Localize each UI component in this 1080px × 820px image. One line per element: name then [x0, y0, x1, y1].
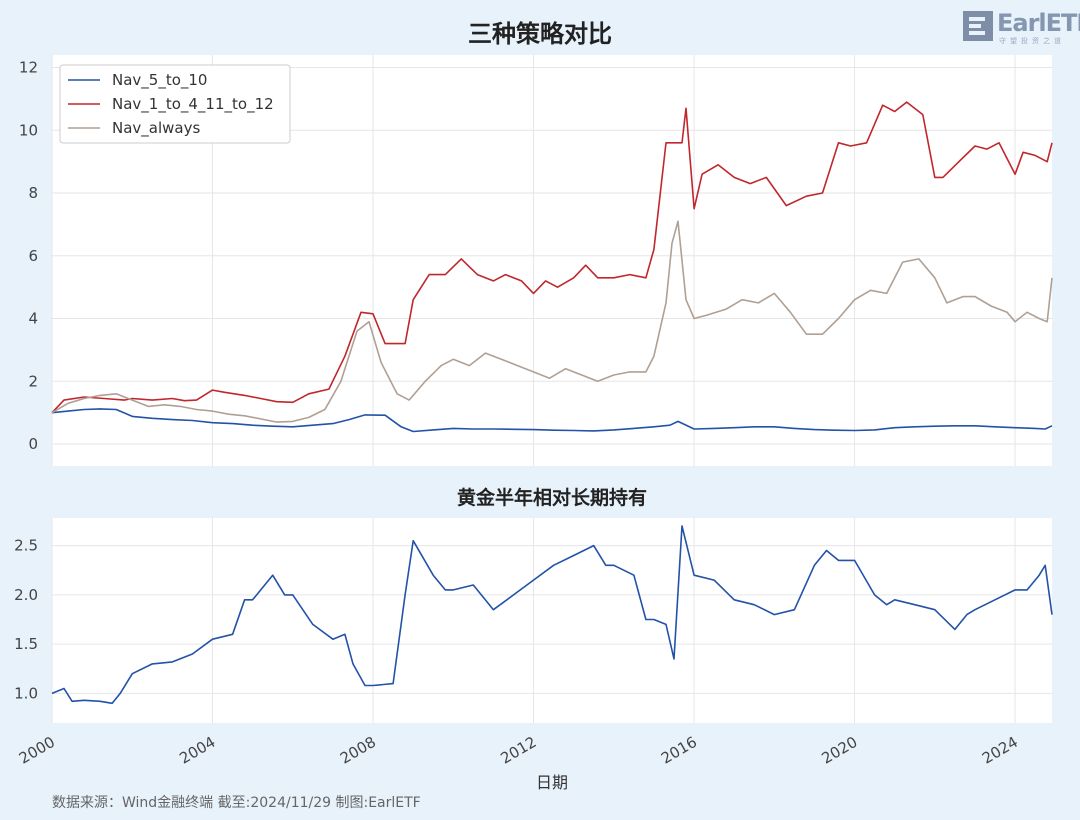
series-line-nav-5-to-10: [51, 408, 1053, 433]
x-tick-label: 2020: [818, 733, 860, 768]
legend-label: Nav_5_to_10: [112, 71, 207, 90]
y-tick-label: 8: [28, 184, 38, 202]
y-tick-label: 2.0: [14, 586, 38, 604]
y-tick-label: 4: [28, 310, 38, 328]
y-tick-label: 6: [28, 247, 38, 265]
logo-subtext: 守望投资之道: [999, 37, 1065, 45]
y-tick-label: 2: [28, 372, 38, 390]
y-tick-label: 1.5: [14, 635, 38, 653]
y-tick-label: 1.0: [14, 684, 38, 702]
plot-area: [52, 518, 1052, 723]
x-tick-label: 2000: [16, 733, 58, 768]
logo-mark-icon: [963, 11, 993, 41]
x-tick-label: 2012: [497, 733, 539, 768]
x-tick-label: 2016: [658, 733, 700, 768]
series-line-nav-always: [51, 220, 1053, 423]
series-line-nav-1-to-4-11-to-12: [51, 101, 1053, 414]
y-tick-label: 0: [28, 435, 38, 453]
chart-title: 三种策略对比: [468, 20, 612, 48]
legend: Nav_5_to_10 Nav_1_to_4_11_to_12 Nav_always: [59, 64, 291, 144]
series-line-gold-ratio: [51, 525, 1053, 705]
logo-text: EarlETF: [997, 9, 1080, 37]
legend-label: Nav_always: [112, 119, 200, 138]
earletf-logo: EarlETF 守望投资之道: [963, 9, 1080, 45]
y-tick-label: 10: [19, 121, 38, 139]
legend-box: [59, 64, 291, 144]
data-source-note: 数据来源：Wind金融终端 截至:2024/11/29 制图:EarlETF: [52, 795, 421, 811]
plot-panel-1: 024681012Nav_5_to_10Nav_1_to_4_11_to_12N…: [19, 55, 1053, 466]
y-tick-label: 2.5: [14, 537, 38, 555]
panel-subtitle: 黄金半年相对长期持有: [457, 486, 647, 509]
y-tick-label: 12: [19, 59, 38, 77]
x-tick-label: 2008: [337, 733, 379, 768]
legend-label: Nav_1_to_4_11_to_12: [112, 95, 274, 114]
x-tick-label: 2024: [979, 733, 1021, 768]
x-tick-label: 2004: [176, 733, 218, 768]
plot-panel-2: 1.0 1.5 2.0 2.5 黄金半年相对长期持有 2000 2004 2008 2012 20…: [14, 486, 1053, 792]
x-axis-label: 日期: [536, 773, 568, 792]
